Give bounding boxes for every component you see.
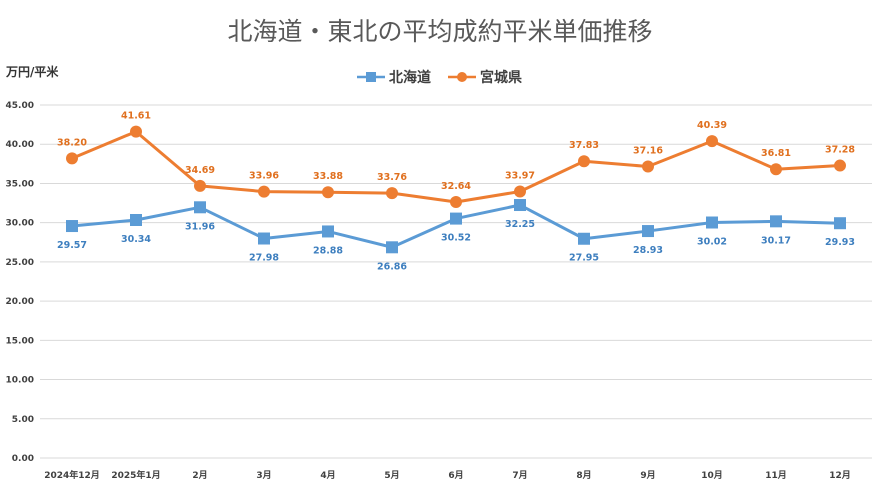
data-point <box>706 216 718 229</box>
data-point <box>386 241 398 254</box>
data-label: 26.86 <box>377 261 407 272</box>
y-tick-label: 25.00 <box>6 258 34 268</box>
data-label: 30.17 <box>761 235 791 246</box>
legend: 北海道 宮城県 <box>357 69 522 86</box>
data-label: 28.88 <box>313 245 343 256</box>
data-point <box>450 195 462 208</box>
data-point <box>578 155 590 168</box>
data-label: 32.25 <box>505 219 535 230</box>
y-tick-label: 10.00 <box>6 376 34 386</box>
data-point <box>258 185 270 198</box>
x-tick-label: 2024年12月 <box>44 469 100 481</box>
data-label: 32.64 <box>441 181 471 192</box>
data-label: 36.81 <box>761 148 791 159</box>
data-point <box>642 225 654 238</box>
data-point <box>770 215 782 228</box>
legend-label: 北海道 <box>389 69 431 86</box>
data-label: 30.52 <box>441 233 471 244</box>
chart-title: 北海道・東北の平均成約平米単価推移 <box>227 17 652 46</box>
data-label: 31.96 <box>185 221 215 232</box>
x-tick-label: 7月 <box>512 470 527 481</box>
data-label: 29.57 <box>57 240 87 251</box>
y-axis-unit-label: 万円/平米 <box>5 64 59 79</box>
data-label: 40.39 <box>697 120 727 131</box>
x-tick-label: 9月 <box>640 470 655 481</box>
legend-marker-square <box>366 72 376 82</box>
y-tick-label: 0.00 <box>12 454 34 464</box>
data-label: 30.02 <box>697 237 727 248</box>
legend-marker-circle <box>457 72 467 82</box>
data-label: 27.95 <box>569 253 599 264</box>
data-label: 37.83 <box>569 140 599 151</box>
data-label: 29.93 <box>825 237 855 248</box>
data-point <box>130 213 142 226</box>
data-label: 41.61 <box>121 111 151 122</box>
data-label: 28.93 <box>633 245 663 256</box>
legend-label: 宮城県 <box>480 69 522 86</box>
data-point <box>258 232 270 245</box>
data-point <box>770 163 782 176</box>
x-tick-label: 2月 <box>192 470 207 481</box>
data-point <box>834 217 846 230</box>
data-point <box>194 201 206 214</box>
x-axis-ticks: 2024年12月 2025年1月 2月 3月 4月 5月 6月 7月 8月 9月 10月 11月 12月 <box>44 469 851 481</box>
x-tick-label: 12月 <box>829 470 851 481</box>
y-tick-label: 35.00 <box>6 179 34 189</box>
data-point <box>514 199 526 212</box>
data-point <box>130 125 142 138</box>
y-tick-label: 45.00 <box>6 101 34 111</box>
data-point <box>194 179 206 192</box>
data-point <box>514 185 526 198</box>
data-point <box>642 160 654 173</box>
x-tick-label: 6月 <box>448 470 463 481</box>
data-point <box>386 187 398 200</box>
data-label: 33.76 <box>377 172 407 183</box>
data-label: 38.20 <box>57 137 87 148</box>
data-label: 34.69 <box>185 165 215 176</box>
y-tick-label: 30.00 <box>6 219 34 229</box>
x-tick-label: 5月 <box>384 470 399 481</box>
y-tick-label: 15.00 <box>6 336 34 346</box>
y-tick-label: 5.00 <box>12 415 34 425</box>
data-point <box>834 159 846 172</box>
data-point <box>578 232 590 245</box>
data-label: 33.88 <box>313 171 343 182</box>
x-tick-label: 3月 <box>256 470 271 481</box>
x-tick-label: 11月 <box>765 470 787 481</box>
data-label: 30.34 <box>121 234 151 245</box>
y-tick-label: 20.00 <box>6 297 34 307</box>
y-tick-label: 40.00 <box>6 140 34 150</box>
data-label: 37.28 <box>825 145 855 156</box>
x-tick-label: 8月 <box>576 470 591 481</box>
x-tick-label: 10月 <box>701 470 723 481</box>
data-label: 37.16 <box>633 146 663 157</box>
data-point <box>322 225 334 238</box>
data-point <box>706 135 718 148</box>
y-axis-ticks: 0.00 5.00 10.00 15.00 20.00 25.00 30.00 35.00 40… <box>6 101 34 464</box>
data-label: 27.98 <box>249 253 279 264</box>
series-group <box>66 125 846 254</box>
data-label: 33.96 <box>249 171 279 182</box>
data-point <box>322 186 334 199</box>
data-point <box>66 152 78 165</box>
data-point <box>66 220 78 233</box>
x-tick-label: 4月 <box>320 470 335 481</box>
data-labels-group: 29.57 30.34 31.96 27.98 28.88 26.86 30.52 32.25… <box>57 111 855 273</box>
data-point <box>450 212 462 225</box>
x-tick-label: 2025年1月 <box>111 469 160 481</box>
data-label: 33.97 <box>505 171 535 182</box>
